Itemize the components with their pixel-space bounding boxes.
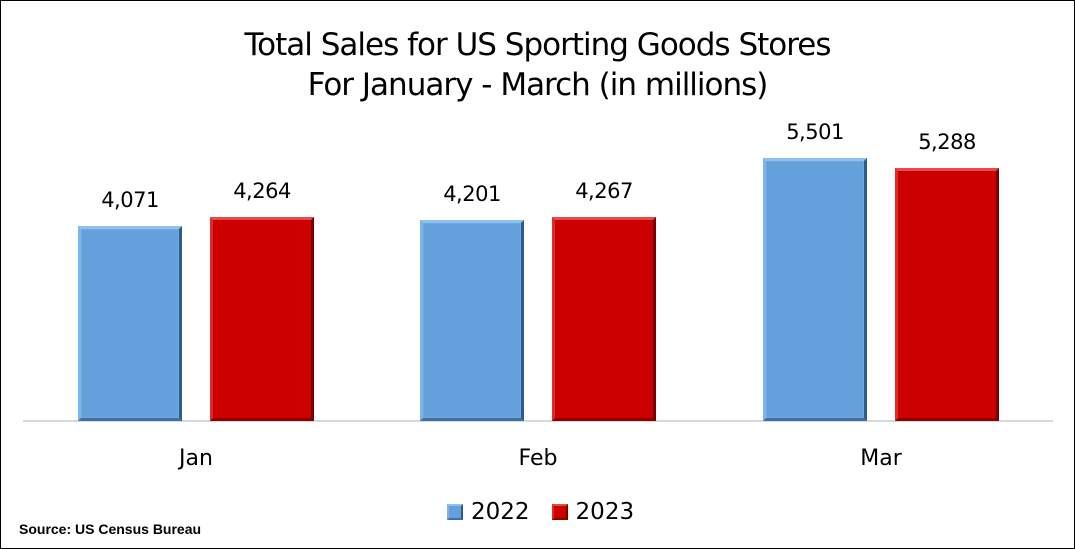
category-label-feb: Feb <box>518 446 558 471</box>
data-label-feb-2023: 4,267 <box>575 179 633 203</box>
bar-jan-2022 <box>78 226 182 421</box>
data-label-jan-2022: 4,071 <box>101 188 159 212</box>
x-axis-line <box>23 420 1053 422</box>
bar-feb-2023 <box>552 217 656 421</box>
legend-label-2022: 2022 <box>471 499 530 525</box>
bar-feb-2022 <box>420 220 524 421</box>
legend: 2022 2023 <box>447 498 656 526</box>
title-line-2: For January - March (in millions) <box>307 67 769 103</box>
data-label-feb-2022: 4,201 <box>443 182 501 206</box>
bar-mar-2022 <box>763 158 867 421</box>
category-label-mar: Mar <box>860 446 902 471</box>
legend-label-2023: 2023 <box>575 499 635 525</box>
legend-item-2023: 2023 <box>551 499 635 525</box>
legend-item-2022: 2022 <box>447 499 530 525</box>
data-label-mar-2022: 5,501 <box>786 120 844 144</box>
data-label-mar-2023: 5,288 <box>918 130 976 154</box>
title-line-1: Total Sales for US Sporting Goods Stores <box>244 27 831 63</box>
legend-swatch-2022 <box>447 504 463 520</box>
category-label-jan: Jan <box>179 446 213 471</box>
legend-swatch-2023 <box>551 504 568 520</box>
source-note: Source: US Census Bureau <box>19 521 202 537</box>
data-label-jan-2023: 4,264 <box>233 179 291 203</box>
bar-jan-2023 <box>210 217 314 421</box>
bar-mar-2023 <box>895 168 999 421</box>
chart-title: Total Sales for US Sporting Goods Stores… <box>1 25 1074 105</box>
